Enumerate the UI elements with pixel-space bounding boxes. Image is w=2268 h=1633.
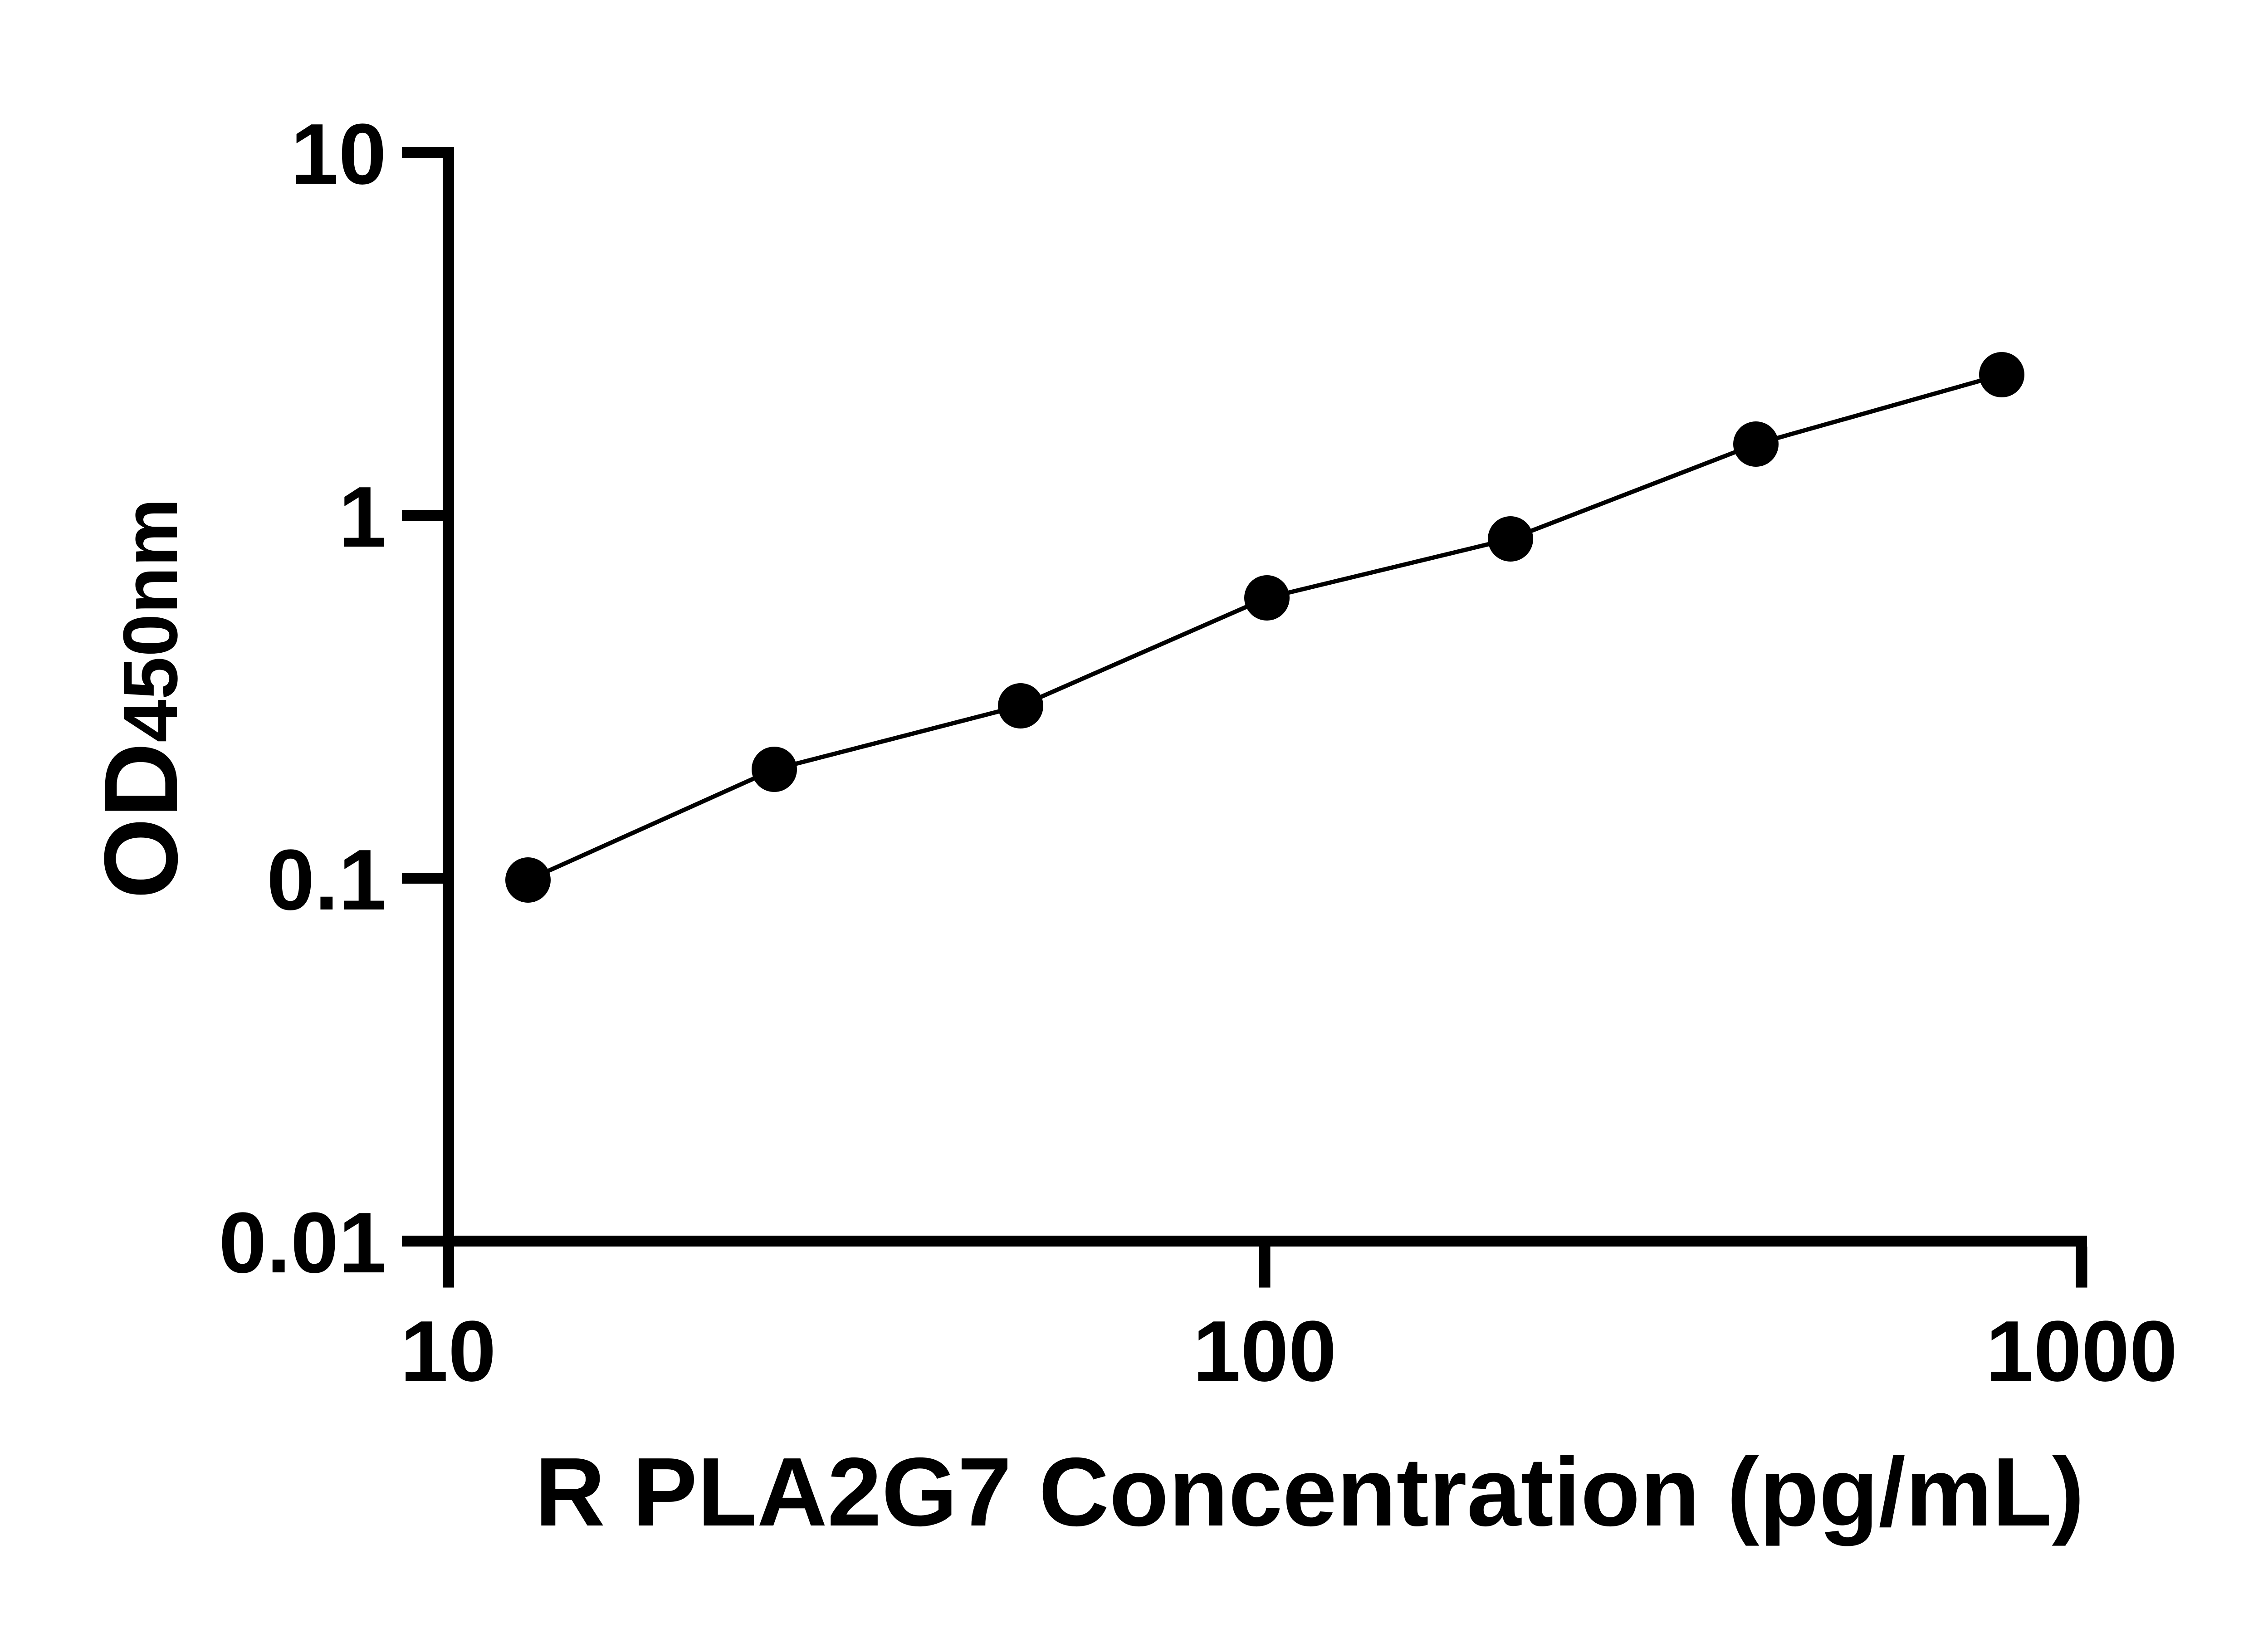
svg-text:1: 1 — [338, 469, 386, 565]
svg-text:R PLA2G7 Concentration (pg/mL): R PLA2G7 Concentration (pg/mL) — [535, 1437, 2084, 1546]
svg-text:10: 10 — [291, 106, 386, 202]
svg-text:0.1: 0.1 — [267, 832, 386, 928]
svg-text:1000: 1000 — [1986, 1303, 2178, 1399]
svg-text:0.01: 0.01 — [219, 1195, 386, 1291]
svg-text:OD450nm: OD450nm — [83, 498, 199, 899]
svg-text:10: 10 — [400, 1303, 496, 1399]
svg-text:100: 100 — [1193, 1303, 1336, 1399]
